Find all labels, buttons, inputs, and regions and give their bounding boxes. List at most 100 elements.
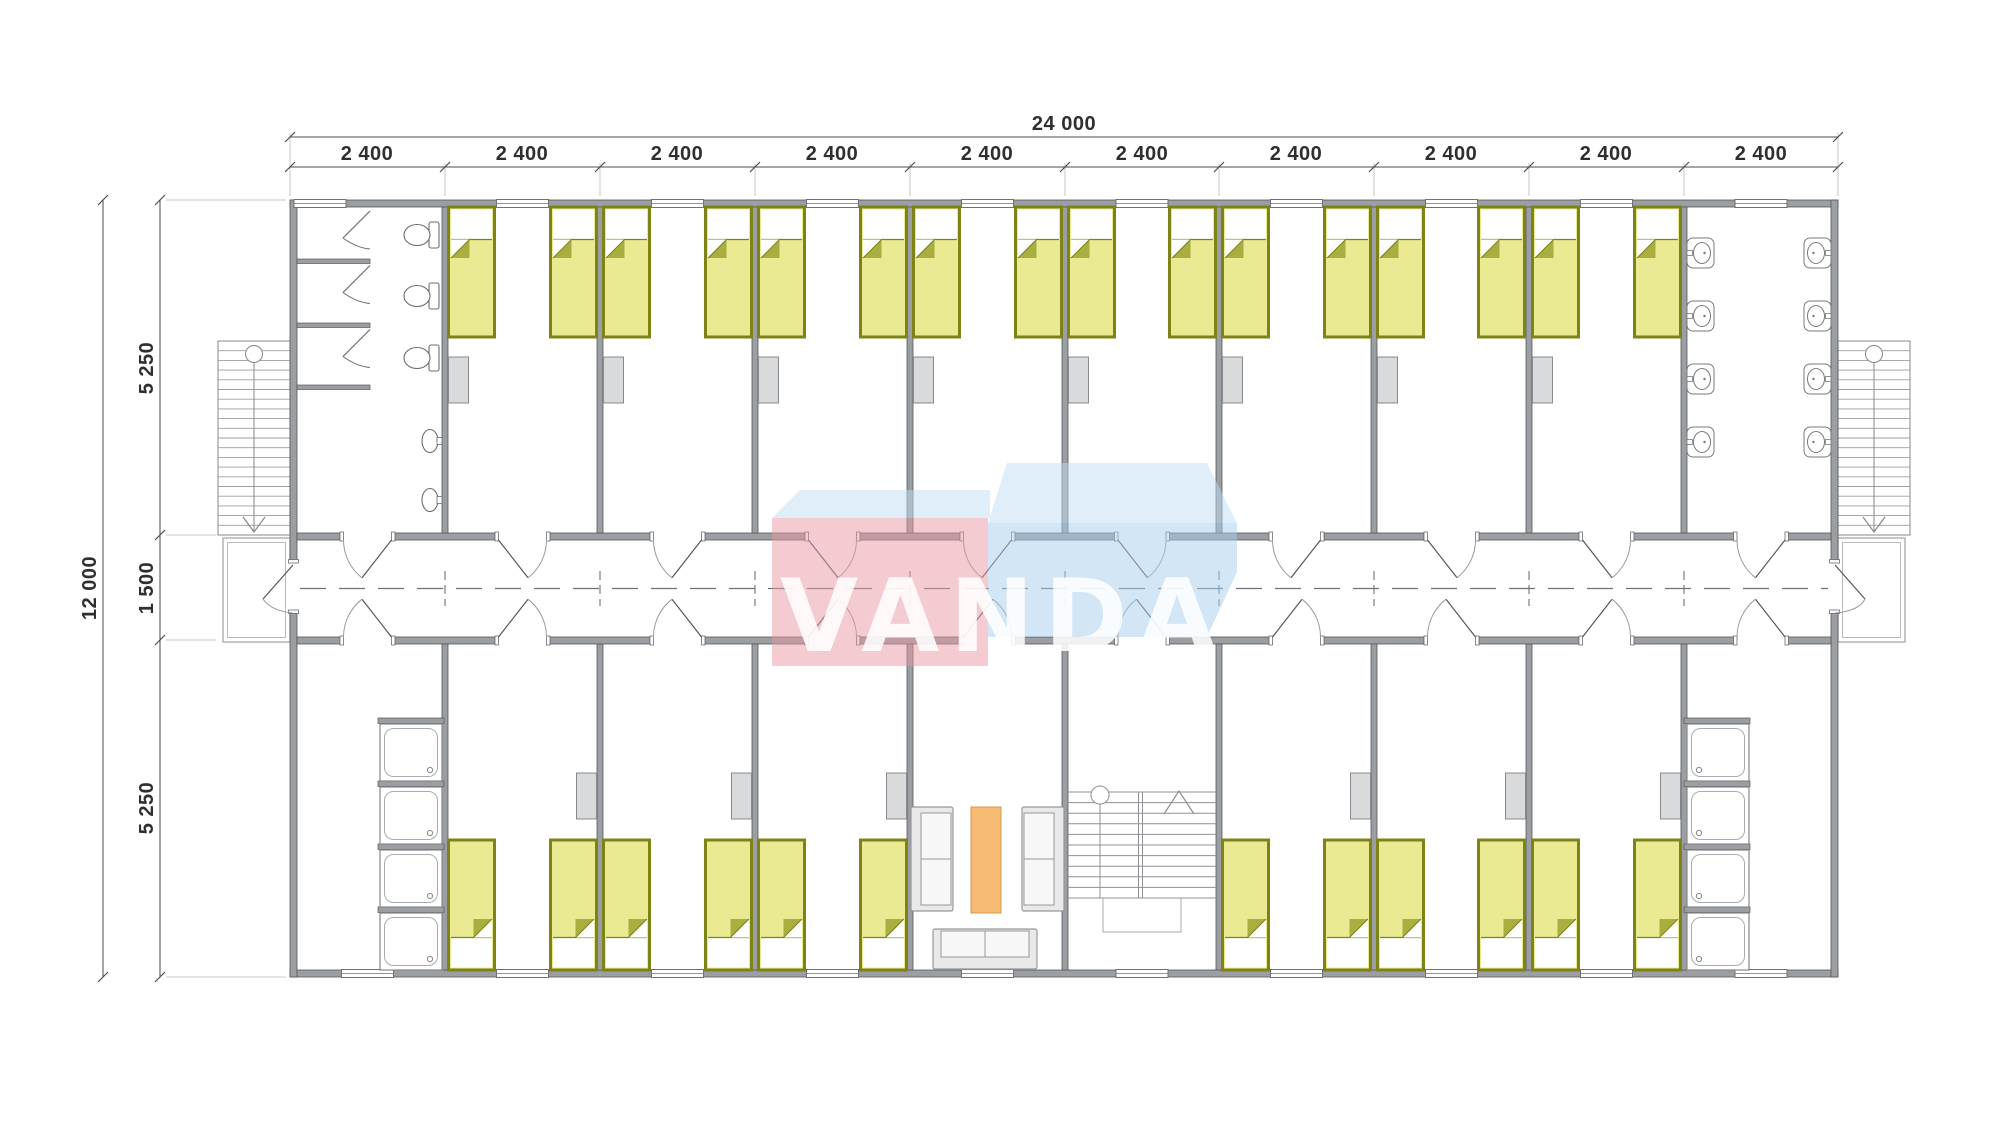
window-icon xyxy=(1580,969,1633,978)
bed xyxy=(859,838,908,972)
window-icon xyxy=(496,969,549,978)
partition-wall xyxy=(1525,643,1533,971)
window-icon xyxy=(293,199,347,208)
bed xyxy=(1376,838,1425,972)
shower-partition xyxy=(1683,843,1751,850)
module-width-label: 2 400 xyxy=(1735,143,1788,165)
segment-height-label: 1 500 xyxy=(136,562,158,615)
stall-partition xyxy=(296,384,371,390)
wardrobe xyxy=(1068,356,1089,404)
wc-room xyxy=(296,210,443,513)
handrail-post-icon xyxy=(1090,785,1110,805)
door-swing xyxy=(649,531,706,579)
extension-lines xyxy=(289,133,1839,196)
window-icon xyxy=(1425,969,1478,978)
window-icon xyxy=(1734,969,1788,978)
sink-icon xyxy=(1803,300,1832,332)
logo-top-face-right xyxy=(988,463,1237,523)
module-width-label: 2 400 xyxy=(1580,143,1633,165)
door-swing xyxy=(1268,531,1325,579)
door-swing xyxy=(1732,531,1790,579)
door-swing xyxy=(1578,598,1635,646)
toilet-icon xyxy=(403,344,440,372)
sink-icon xyxy=(1686,237,1715,269)
window-icon xyxy=(1115,199,1169,208)
window-icon xyxy=(1270,969,1323,978)
module-width-label: 2 400 xyxy=(651,143,704,165)
dimension-top: 24 000 2 400 2 400 2 400 2 400 2 400 2 4… xyxy=(284,113,1844,196)
total-height-label: 12 000 xyxy=(79,556,101,620)
dimension-ticks xyxy=(284,161,1844,173)
shower-partition xyxy=(377,906,445,913)
shower-icon xyxy=(379,849,443,908)
external-staircase-left xyxy=(217,340,291,536)
wardrobe xyxy=(758,356,779,404)
bed xyxy=(602,838,651,972)
window-icon xyxy=(496,199,549,208)
partition-wall xyxy=(596,643,604,971)
stair-direction-arrow xyxy=(1163,789,1195,815)
bed xyxy=(859,205,908,339)
wardrobe xyxy=(448,356,469,404)
bed xyxy=(704,205,753,339)
logo-pink-box xyxy=(772,518,988,666)
module-width-label: 2 400 xyxy=(806,143,859,165)
bed xyxy=(1323,838,1372,972)
window-icon xyxy=(651,199,704,208)
door-swing xyxy=(1423,531,1480,579)
dimension-ticks xyxy=(284,131,1844,143)
sink-icon xyxy=(1686,426,1715,458)
bed xyxy=(912,205,961,339)
door-swing xyxy=(1578,531,1635,579)
extension-lines xyxy=(166,199,286,978)
wardrobe xyxy=(1350,772,1371,820)
door-swing xyxy=(494,598,551,646)
sofa xyxy=(1021,806,1065,912)
shower-icon xyxy=(1686,849,1750,908)
dimension-ticks xyxy=(97,194,109,983)
window-icon xyxy=(1270,199,1323,208)
shower-room-right xyxy=(1683,717,1751,971)
wardrobe xyxy=(1660,772,1681,820)
bed xyxy=(757,838,806,972)
shower-icon xyxy=(379,786,443,845)
bed xyxy=(1531,838,1580,972)
module-width-label: 2 400 xyxy=(1116,143,1169,165)
window-icon xyxy=(806,199,859,208)
bed xyxy=(447,205,496,339)
watermark-text: VANDA xyxy=(780,557,1226,675)
sofa xyxy=(932,928,1038,970)
stall-partition xyxy=(296,322,371,328)
door-swing xyxy=(339,531,396,579)
door-swing xyxy=(1268,598,1325,646)
dimension-ticks xyxy=(154,194,166,983)
module-width-label: 2 400 xyxy=(1270,143,1323,165)
wardrobe xyxy=(576,772,597,820)
bed xyxy=(1633,205,1682,339)
window-icon xyxy=(341,969,394,978)
table xyxy=(970,806,1002,914)
bed xyxy=(1376,205,1425,339)
bed xyxy=(1168,205,1217,339)
urinal-icon xyxy=(421,428,443,454)
segment-height-label: 5 250 xyxy=(136,342,158,395)
stall-doors xyxy=(342,210,371,368)
wardrobe xyxy=(1505,772,1526,820)
landing-right xyxy=(1837,537,1906,643)
window-icon xyxy=(1115,969,1169,978)
shower-icon xyxy=(379,912,443,971)
stair-landing-outline xyxy=(1102,898,1182,933)
bed xyxy=(1477,838,1526,972)
window-icon xyxy=(806,969,859,978)
total-width-label: 24 000 xyxy=(1032,113,1096,135)
bed xyxy=(1221,838,1270,972)
partition-wall xyxy=(1370,643,1378,971)
bed xyxy=(1221,205,1270,339)
shower-partition xyxy=(377,717,445,724)
bed xyxy=(549,205,598,339)
module-width-label: 2 400 xyxy=(961,143,1014,165)
sofa xyxy=(910,806,954,912)
shower-icon xyxy=(1686,723,1750,782)
logo-top-face-left xyxy=(772,490,990,518)
